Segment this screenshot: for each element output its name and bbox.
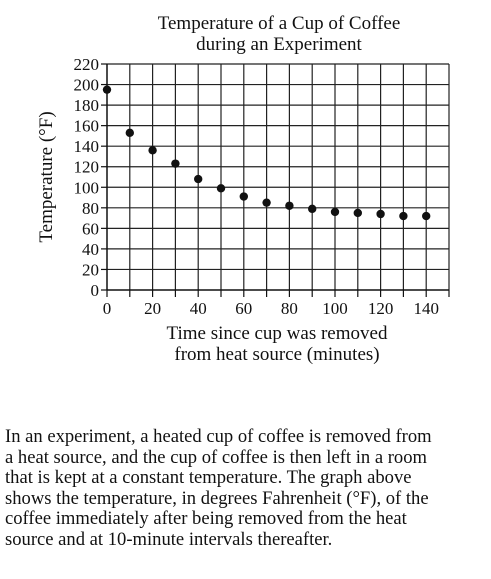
data-point [376,209,385,219]
x-tick-label: 20 [144,299,161,318]
chart-title-line: during an Experiment [196,34,362,55]
y-axis-label-text: Temperature (°F) [36,111,57,242]
paragraph-line: shows the temperature, in degrees Fahren… [5,487,429,509]
paragraph-line: source and at 10-minute intervals therea… [5,528,333,550]
chart-grid [107,63,450,290]
chart-title-line: Temperature of a Cup of Coffee [158,13,401,34]
data-point [125,128,134,138]
y-tick-label: 200 [74,76,100,95]
paragraph-line: In an experiment, a heated cup of coffee… [5,426,432,447]
data-point [285,201,294,210]
data-point [422,211,431,221]
y-tick-label: 180 [74,96,100,115]
y-tick-label: 20 [82,260,99,279]
data-point [399,211,408,221]
data-point [239,192,248,201]
y-tick-label: 140 [74,137,100,156]
data-point [102,85,112,94]
data-point [308,204,317,214]
chart-axes [101,63,450,297]
x-tick-label: 60 [235,299,252,318]
y-tick-label: 60 [82,219,99,238]
y-tick-label: 220 [74,55,100,74]
x-tick-labels: 0 20 40 60 80 100 120 140 [103,299,439,318]
x-axis-label-line: Time since cup was removed [167,323,388,344]
x-tick-label: 120 [368,299,394,318]
y-tick-label: 0 [91,281,100,300]
y-axis-label: Temperature (°F) [36,111,57,242]
data-point [216,184,226,193]
y-tick-label: 80 [82,199,99,218]
paragraph-line: a heat source, and the cup of coffee is … [5,446,427,468]
data-point [194,174,203,184]
data-point [148,146,157,155]
paragraph-line: coffee immediately after being removed f… [5,508,407,529]
y-tick-label: 160 [74,117,100,136]
y-tick-label: 120 [74,158,100,177]
x-tick-label: 80 [281,299,298,318]
paragraph-line: that is kept at a constant temperature. … [5,467,412,488]
x-tick-label: 100 [322,299,348,318]
data-point [262,198,271,207]
x-tick-label: 40 [190,299,207,318]
problem-paragraph: In an experiment, a heated cup of coffee… [5,426,489,550]
x-tick-label: 140 [413,299,439,318]
data-points [102,85,431,221]
x-axis-label-line: from heat source (minutes) [174,344,379,365]
x-tick-label: 0 [103,299,112,318]
data-point [353,208,362,218]
data-point [330,207,340,217]
y-tick-label: 40 [82,240,99,259]
y-tick-label: 100 [74,178,100,197]
data-point [171,159,180,168]
